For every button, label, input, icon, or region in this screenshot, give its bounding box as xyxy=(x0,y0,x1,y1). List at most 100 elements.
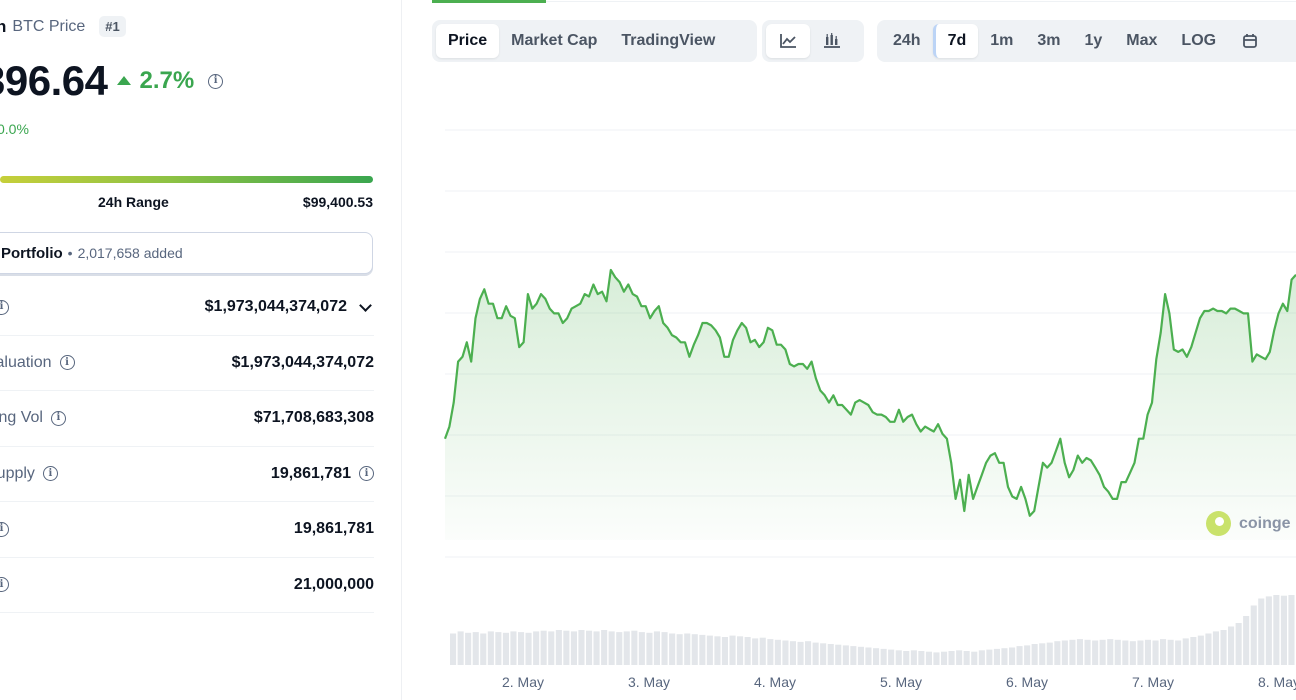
info-icon[interactable]: i xyxy=(0,577,9,593)
x-tick-label: 8. May xyxy=(1258,674,1296,690)
range-title: 24h Range xyxy=(98,194,169,210)
stat-row: Valuation i $1,973,044,374,072 xyxy=(0,336,374,391)
stat-value-text: $1,973,044,374,072 xyxy=(204,298,347,316)
portfolio-label: Portfolio xyxy=(1,244,63,262)
tab-tradingview[interactable]: TradingView xyxy=(621,32,716,49)
coin-name: n xyxy=(0,17,6,37)
stat-label: ding Vol i xyxy=(0,409,66,427)
info-icon[interactable]: i xyxy=(0,299,9,315)
info-icon[interactable]: i xyxy=(0,521,9,537)
volume-bar xyxy=(555,630,562,665)
tab-market-cap[interactable]: Market Cap xyxy=(511,32,598,49)
portfolio-added-count: 2,017,658 added xyxy=(77,245,183,261)
rank-badge: #1 xyxy=(99,16,126,37)
calendar-icon[interactable] xyxy=(1228,24,1272,58)
volume-bar xyxy=(971,651,978,665)
volume-bar xyxy=(1129,641,1136,665)
stat-label-text: Valuation xyxy=(0,353,52,371)
volume-bar xyxy=(963,651,970,665)
volume-bar xyxy=(533,631,540,665)
volume-bar xyxy=(752,638,759,665)
x-tick-label: 3. May xyxy=(628,674,670,690)
range-max[interactable]: Max xyxy=(1126,32,1158,49)
stat-value-text: $71,708,683,308 xyxy=(253,409,374,427)
stat-label: Valuation i xyxy=(0,354,75,372)
volume-bar xyxy=(941,651,948,665)
volume-bar xyxy=(1265,596,1272,665)
info-icon[interactable]: i xyxy=(208,73,224,89)
stat-row: i 19,861,781 xyxy=(0,502,374,558)
volume-bar xyxy=(1288,595,1295,665)
range-1y[interactable]: 1y xyxy=(1084,32,1103,49)
volume-bar xyxy=(1137,640,1144,665)
stat-value: $1,973,044,374,072 xyxy=(232,354,374,372)
volume-bar xyxy=(721,637,728,665)
stat-value-text: 21,000,000 xyxy=(293,575,374,593)
volume-bar xyxy=(729,635,736,665)
volume-bar xyxy=(1212,631,1219,665)
volume-bar xyxy=(850,646,857,665)
volume-bar xyxy=(873,648,880,665)
volume-bar xyxy=(1099,639,1106,665)
volume-bar xyxy=(714,636,721,665)
volume-bar xyxy=(616,632,623,665)
volume-bar xyxy=(1243,616,1250,665)
range-24h[interactable]: 24h xyxy=(893,32,921,49)
volume-bar xyxy=(888,649,895,665)
price-change-percent: 2.7% xyxy=(139,67,195,94)
volume-bar xyxy=(623,631,630,665)
volume-bar xyxy=(910,650,917,665)
volume-bar xyxy=(1167,639,1174,665)
price-line xyxy=(443,268,1296,517)
volume-bar xyxy=(638,632,645,665)
range-1m[interactable]: 1m xyxy=(990,32,1014,49)
info-icon[interactable]: i xyxy=(42,466,58,482)
volume-bar xyxy=(789,641,796,665)
line-chart-icon[interactable] xyxy=(766,24,810,58)
volume-bar xyxy=(540,630,547,665)
volume-bar xyxy=(918,651,925,665)
coin-name-row: n BTC Price #1 xyxy=(0,16,126,37)
price-area xyxy=(445,270,1296,540)
volume-bar xyxy=(782,640,789,665)
add-to-portfolio-button[interactable]: Portfolio • 2,017,658 added xyxy=(0,232,373,274)
volume-bar xyxy=(706,635,713,665)
volume-bar xyxy=(646,632,653,665)
price-chart[interactable]: 2. May 3. May 4. May 5. May 6. May 7. May 8. M… xyxy=(430,70,1296,700)
volume-bar xyxy=(774,639,781,665)
volume-bar xyxy=(1092,640,1099,665)
candlestick-chart-icon[interactable] xyxy=(810,24,854,58)
volume-bar xyxy=(842,645,849,665)
volume-bar xyxy=(1152,640,1159,665)
range-3m[interactable]: 3m xyxy=(1037,32,1061,49)
info-icon[interactable]: i xyxy=(359,466,374,482)
volume-bar xyxy=(895,650,902,665)
volume-bar xyxy=(1160,639,1167,665)
coin-overview-panel: n BTC Price #1 396.64 2.7% i 0.0% 24h Ra… xyxy=(0,0,402,700)
volume-bar xyxy=(1220,630,1227,665)
info-icon[interactable]: i xyxy=(59,355,75,371)
portfolio-separator: • xyxy=(67,245,73,261)
info-icon[interactable]: i xyxy=(50,410,66,426)
range-7d[interactable]: 7d xyxy=(932,24,979,58)
volume-bar xyxy=(835,644,842,665)
stat-value-text: 19,861,781 xyxy=(293,520,374,538)
volume-bar xyxy=(1114,639,1121,665)
volume-bar xyxy=(578,630,585,665)
stat-label-text: Supply xyxy=(0,464,35,482)
volume-bar xyxy=(986,649,993,665)
stat-value: 19,861,781 xyxy=(294,520,374,538)
volume-bar xyxy=(1122,640,1129,665)
volume-bar xyxy=(857,646,864,665)
volume-bar xyxy=(978,650,985,665)
coingecko-watermark: coinge xyxy=(1206,511,1291,536)
tab-price[interactable]: Price xyxy=(436,24,500,58)
volume-bar xyxy=(465,632,472,665)
volume-bar xyxy=(827,644,834,665)
volume-bar xyxy=(450,633,457,665)
chevron-down-icon[interactable] xyxy=(359,298,372,312)
range-log[interactable]: LOG xyxy=(1181,32,1217,49)
watermark-text: coinge xyxy=(1239,514,1291,532)
volume-bar xyxy=(1197,635,1204,665)
stat-label: i xyxy=(0,521,9,537)
